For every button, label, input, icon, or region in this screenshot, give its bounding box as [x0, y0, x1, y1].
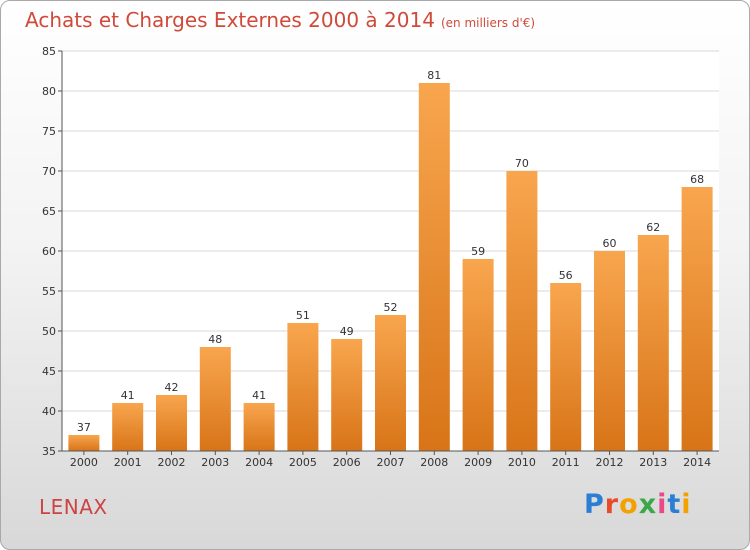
- bar-value-label: 42: [165, 381, 179, 394]
- x-tick-label: 2003: [201, 456, 229, 469]
- y-tick-label: 45: [42, 365, 56, 378]
- x-tick-label: 2011: [552, 456, 580, 469]
- bar-value-label: 81: [427, 69, 441, 82]
- bar-2004: [243, 403, 275, 451]
- bar-2008: [418, 83, 450, 451]
- x-tick-label: 2001: [114, 456, 142, 469]
- bar-2011: [550, 283, 582, 451]
- x-tick-label: 2005: [289, 456, 317, 469]
- logo-letter: t: [667, 489, 682, 520]
- bar-2009: [462, 259, 494, 451]
- bar-value-label: 70: [515, 157, 529, 170]
- bar-2003: [199, 347, 231, 451]
- x-tick-label: 2014: [683, 456, 711, 469]
- x-tick-label: 2004: [245, 456, 273, 469]
- logo-letter: i: [657, 489, 668, 520]
- bar-2001: [112, 403, 144, 451]
- bar-2000: [68, 435, 100, 451]
- y-tick-label: 35: [42, 445, 56, 458]
- y-tick-label: 60: [42, 245, 56, 258]
- y-tick-label: 75: [42, 125, 56, 138]
- title-text: Achats et Charges Externes 2000 à 2014: [25, 8, 435, 32]
- x-tick-label: 2010: [508, 456, 536, 469]
- bar-value-label: 68: [690, 173, 704, 186]
- bar-value-label: 41: [252, 389, 266, 402]
- x-tick-label: 2002: [158, 456, 186, 469]
- bar-value-label: 56: [559, 269, 573, 282]
- y-tick-label: 80: [42, 85, 56, 98]
- bar-value-label: 41: [121, 389, 135, 402]
- x-tick-label: 2000: [70, 456, 98, 469]
- x-tick-label: 2006: [333, 456, 361, 469]
- x-tick-label: 2007: [377, 456, 405, 469]
- x-tick-label: 2008: [420, 456, 448, 469]
- bar-layer: [68, 83, 713, 451]
- logo-letter: o: [619, 489, 639, 520]
- y-tick-label: 55: [42, 285, 56, 298]
- bar-2014: [681, 187, 713, 451]
- bar-value-label: 59: [471, 245, 485, 258]
- proxiti-logo: Proxiti: [584, 489, 692, 520]
- chart-title: Achats et Charges Externes 2000 à 2014 (e…: [25, 8, 535, 32]
- logo-letter: r: [604, 489, 620, 520]
- logo-letter: x: [638, 489, 658, 520]
- bar-2005: [287, 323, 319, 451]
- bar-2013: [637, 235, 669, 451]
- bar-value-label: 49: [340, 325, 354, 338]
- bar-value-label: 51: [296, 309, 310, 322]
- commune-name: LENAX: [39, 495, 108, 519]
- logo-letter: P: [584, 489, 605, 520]
- y-tick-label: 85: [42, 45, 56, 58]
- logo-letter: i: [681, 489, 692, 520]
- bar-value-label: 60: [603, 237, 617, 250]
- bar-2010: [506, 171, 538, 451]
- x-tick-label: 2013: [639, 456, 667, 469]
- bar-value-label: 62: [646, 221, 660, 234]
- bar-2002: [156, 395, 187, 451]
- y-tick-label: 50: [42, 325, 56, 338]
- y-tick-label: 40: [42, 405, 56, 418]
- y-tick-label: 65: [42, 205, 56, 218]
- bar-2006: [331, 339, 363, 451]
- bar-2012: [594, 251, 625, 451]
- x-tick-label: 2009: [464, 456, 492, 469]
- label-layer: 35 40 45 50 55 60 65 70 75 80 85 37 2000 41 2001 42 2002…: [42, 45, 711, 469]
- bar-value-label: 37: [77, 421, 91, 434]
- y-tick-label: 70: [42, 165, 56, 178]
- subtitle-text: (en milliers d'€): [440, 16, 536, 30]
- x-tick-label: 2012: [596, 456, 624, 469]
- axis-layer: [58, 50, 719, 455]
- bar-value-label: 48: [208, 333, 222, 346]
- bar-2007: [375, 315, 406, 451]
- bar-value-label: 52: [384, 301, 398, 314]
